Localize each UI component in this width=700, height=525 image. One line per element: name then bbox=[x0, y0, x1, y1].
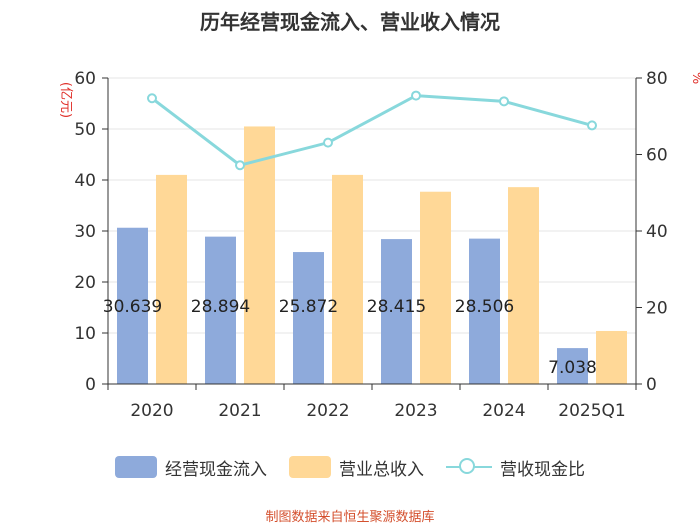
data-label-cash-inflow: 28.415 bbox=[367, 297, 426, 317]
y-axis-title-right: % bbox=[689, 72, 700, 84]
bar-revenue bbox=[332, 174, 363, 384]
x-tick-label: 2024 bbox=[482, 401, 525, 421]
bar-cash-inflow bbox=[381, 239, 412, 384]
bar-revenue bbox=[508, 187, 539, 384]
line-point-cash-ratio bbox=[323, 137, 333, 148]
bar-cash-inflow bbox=[117, 227, 148, 384]
line-point-cash-ratio bbox=[235, 160, 245, 171]
line-point-cash-ratio bbox=[587, 120, 597, 131]
line-series bbox=[147, 90, 597, 171]
grid-lines bbox=[108, 77, 636, 334]
x-tick-label: 2021 bbox=[218, 401, 261, 421]
legend-label-cash-ratio: 营收现金比 bbox=[500, 459, 585, 480]
source-note: 制图数据来自恒生聚源数据库 bbox=[265, 510, 435, 525]
line-point-cash-ratio bbox=[147, 93, 157, 104]
line-cash-ratio bbox=[151, 94, 593, 167]
line-point-cash-ratio bbox=[411, 90, 421, 101]
data-label-cash-inflow: 28.894 bbox=[191, 297, 250, 317]
legend-label-revenue: 营业总收入 bbox=[339, 459, 424, 480]
bar-revenue bbox=[420, 191, 451, 384]
legend-swatch-cash-inflow bbox=[115, 456, 157, 478]
y-tick-label-left: 50 bbox=[74, 120, 96, 140]
data-label-cash-inflow: 30.639 bbox=[103, 297, 162, 317]
y-tick-label-left: 10 bbox=[74, 324, 96, 344]
bar-cash-inflow bbox=[205, 236, 236, 384]
x-tick-label: 2025Q1 bbox=[558, 401, 625, 421]
y-tick-label-left: 40 bbox=[74, 171, 96, 191]
bar-revenue bbox=[156, 174, 187, 384]
x-tick-label: 2022 bbox=[306, 401, 349, 421]
x-tick-label: 2020 bbox=[130, 401, 173, 421]
data-label-cash-inflow: 28.506 bbox=[455, 297, 514, 317]
y-tick-label-right: 80 bbox=[646, 69, 668, 89]
data-label-cash-inflow: 25.872 bbox=[279, 297, 338, 317]
y-tick-label-left: 60 bbox=[74, 69, 96, 89]
y-tick-label-right: 60 bbox=[646, 146, 668, 166]
bar-revenue bbox=[244, 126, 275, 384]
x-tick-label: 2023 bbox=[394, 401, 437, 421]
line-point-cash-ratio bbox=[499, 96, 509, 107]
chart-title: 历年经营现金流入、营业收入情况 bbox=[200, 10, 500, 34]
legend-swatch-cash-ratio bbox=[446, 456, 492, 478]
y-tick-label-right: 20 bbox=[646, 299, 668, 319]
legend-swatch-revenue bbox=[289, 456, 331, 478]
y-tick-label-right: 0 bbox=[646, 375, 657, 395]
bar-cash-inflow bbox=[293, 252, 324, 384]
y-tick-label-left: 20 bbox=[74, 273, 96, 293]
data-label-cash-inflow: 7.038 bbox=[548, 358, 597, 378]
y-tick-label-left: 30 bbox=[74, 222, 96, 242]
y-tick-label-right: 40 bbox=[646, 222, 668, 242]
legend-item-cash-inflow[interactable]: 经营现金流入 bbox=[115, 455, 267, 480]
axes: 0 10 20 30 40 50 60 0 20 40 60 80 2020 2021 2022 2023 20… bbox=[58, 69, 700, 421]
bar-revenue bbox=[596, 330, 627, 384]
bar-series bbox=[117, 126, 627, 384]
legend-item-cash-ratio[interactable]: 营收现金比 bbox=[446, 455, 585, 480]
bar-cash-inflow bbox=[469, 238, 500, 384]
y-axis-title-left: (亿元) bbox=[58, 82, 73, 118]
y-tick-label-left: 0 bbox=[85, 375, 96, 395]
data-labels: 30.639 28.894 25.872 28.415 28.506 7.038 bbox=[103, 297, 597, 378]
legend-label-cash-inflow: 经营现金流入 bbox=[165, 459, 267, 480]
legend-item-revenue[interactable]: 营业总收入 bbox=[289, 455, 424, 480]
bar-cash-inflow bbox=[557, 348, 588, 384]
legend: 经营现金流入 营业总收入 营收现金比 bbox=[0, 452, 700, 482]
